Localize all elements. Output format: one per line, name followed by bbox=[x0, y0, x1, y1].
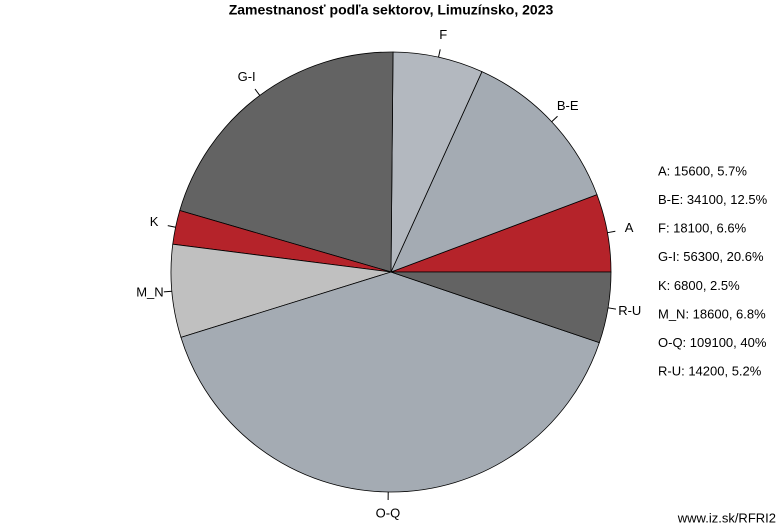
source: www.iz.sk/RFRI2 bbox=[677, 510, 776, 525]
legend-entry: M_N: 18600, 6.8% bbox=[658, 306, 766, 321]
pie-slice bbox=[390, 71, 598, 273]
legend-entry: K: 6800, 2.5% bbox=[658, 278, 740, 293]
label-tick bbox=[438, 49, 441, 58]
legend-entry: B-E: 34100, 12.5% bbox=[658, 192, 768, 207]
label-tick bbox=[163, 290, 172, 293]
slice-label: A bbox=[625, 220, 634, 235]
label-tick bbox=[551, 115, 558, 123]
label-tick bbox=[254, 88, 261, 96]
slice-label: M_N bbox=[136, 285, 163, 300]
label-tick bbox=[607, 230, 616, 234]
pie-slice bbox=[390, 271, 612, 344]
legend-entry: F: 18100, 6.6% bbox=[658, 221, 747, 236]
label-tick bbox=[167, 225, 176, 228]
pie-slice bbox=[180, 271, 600, 493]
label-tick bbox=[607, 307, 617, 310]
legend-entry: R-U: 14200, 5.2% bbox=[658, 364, 762, 379]
slice-label: B-E bbox=[557, 98, 579, 113]
slice-label: O-Q bbox=[376, 505, 401, 520]
legend-entry: G-I: 56300, 20.6% bbox=[658, 249, 764, 264]
chart-title: Zamestnanosť podľa sektorov, Limuzínsko,… bbox=[229, 2, 554, 18]
legend-entry: A: 15600, 5.7% bbox=[658, 163, 747, 178]
slice-label: K bbox=[150, 214, 159, 229]
slice-label: R-U bbox=[618, 303, 641, 318]
slice-label: G-I bbox=[238, 69, 256, 84]
slice-label: F bbox=[439, 27, 447, 42]
legend-entry: O-Q: 109100, 40% bbox=[658, 335, 767, 350]
